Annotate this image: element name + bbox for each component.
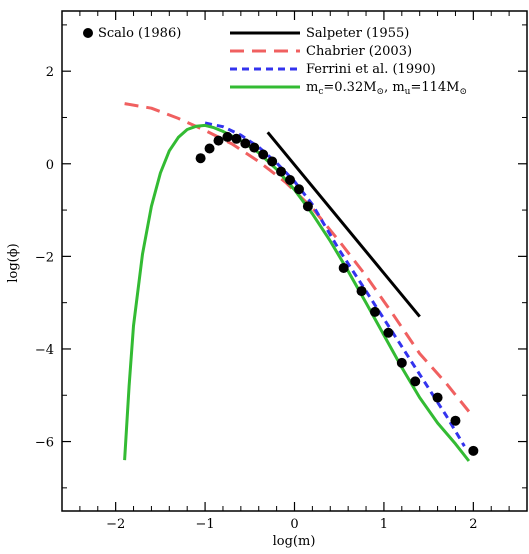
x-tick-label: −2 xyxy=(106,517,125,532)
scatter-point xyxy=(195,153,206,164)
scatter-point xyxy=(302,201,313,212)
axis-ticks xyxy=(62,11,527,511)
y-tick-label: −2 xyxy=(35,250,54,265)
legend-model-mc-prefix: m xyxy=(306,80,318,95)
y-tick-label: 0 xyxy=(46,158,54,173)
y-tick-label: −6 xyxy=(35,436,54,451)
y-tick-label: 2 xyxy=(46,65,54,80)
legend-model-sun-symbol-1: ⊙ xyxy=(377,87,385,97)
legend-marker-scalo xyxy=(83,28,93,38)
legend-label-model: mc=0.32M⊙, mu=114M⊙ xyxy=(306,80,467,97)
series-lines xyxy=(123,102,471,462)
y-tick-label: −4 xyxy=(35,343,54,358)
scatter-point xyxy=(285,174,296,185)
scatter-point xyxy=(213,135,224,146)
x-tick-label: 0 xyxy=(290,517,298,532)
x-tick-label: −1 xyxy=(195,517,214,532)
series-line-0 xyxy=(266,131,421,318)
legend-label-salpeter: Salpeter (1955) xyxy=(306,26,409,41)
scatter-point xyxy=(383,327,394,338)
scatter-point xyxy=(240,138,251,149)
x-tick-label: 1 xyxy=(380,517,388,532)
legend-model-mc-sub: c xyxy=(318,87,323,97)
scatter-point xyxy=(468,445,479,456)
legend-label-chabrier: Chabrier (2003) xyxy=(306,44,412,59)
scatter-point xyxy=(267,156,278,167)
x-axis-label: log(m) xyxy=(273,534,316,549)
legend-label-ferrini: Ferrini et al. (1990) xyxy=(306,62,436,77)
scatter-point xyxy=(410,376,421,387)
scatter-point xyxy=(369,306,380,317)
scatter-point xyxy=(204,143,215,154)
scatter-point xyxy=(450,415,461,426)
scatter-point xyxy=(338,262,349,273)
scatter-point xyxy=(356,286,367,297)
x-tick-label: 2 xyxy=(469,517,477,532)
series-line-3 xyxy=(123,123,471,462)
scatter-points xyxy=(195,131,479,456)
scatter-point xyxy=(396,357,407,368)
scatter-point xyxy=(222,131,233,142)
axis-tick-labels: −2 −1 0 1 2 2 0 −2 −4 −6 xyxy=(35,65,478,532)
legend-model-sun-symbol-2: ⊙ xyxy=(460,87,468,97)
legend-model-mu-value: =114M xyxy=(410,80,459,95)
legend: Scalo (1986) Salpeter (1955) Chabrier (2… xyxy=(83,26,467,97)
series-line-2 xyxy=(204,121,466,447)
scatter-point xyxy=(276,166,287,177)
scatter-point xyxy=(249,142,260,153)
series-line-1 xyxy=(124,102,471,413)
legend-model-mu-sub: u xyxy=(405,87,411,97)
scatter-point xyxy=(258,149,269,160)
scatter-point xyxy=(231,133,242,144)
legend-label-scalo: Scalo (1986) xyxy=(98,26,181,41)
scatter-point xyxy=(293,184,304,195)
legend-model-mu-prefix: , m xyxy=(384,80,405,95)
scatter-point xyxy=(432,392,443,403)
y-axis-label: log(ϕ) xyxy=(6,243,21,282)
legend-model-mc-value: =0.32M xyxy=(323,80,376,95)
